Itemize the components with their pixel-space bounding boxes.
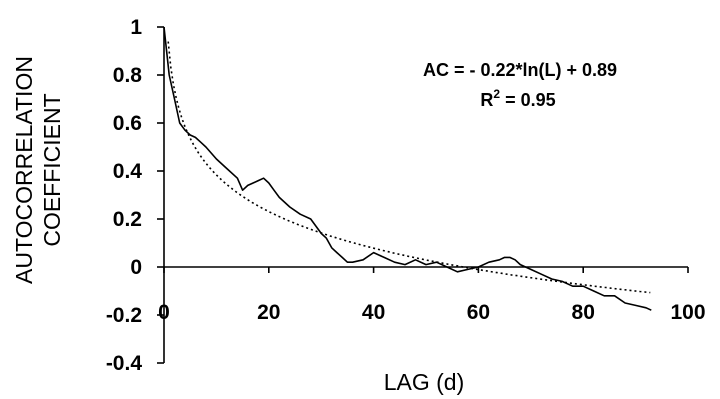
r-squared-exponent: 2	[493, 87, 500, 101]
x-tick-label: 40	[362, 301, 385, 324]
chart-marks	[163, 26, 652, 311]
fitted-trend-line	[167, 41, 651, 294]
y-tick-label: 0	[130, 256, 142, 279]
y-tick-label: 1	[130, 16, 142, 39]
y-axis-title-line2: COEFFICIENT	[39, 93, 65, 246]
x-tick-label: 100	[670, 301, 705, 324]
y-tick-label: 0.2	[113, 208, 142, 231]
x-tick-label: 80	[572, 301, 595, 324]
y-tick-label: 0.6	[113, 112, 142, 135]
x-axis-title: LAG (d)	[384, 369, 465, 395]
y-tick-label: -0.4	[106, 352, 143, 375]
r-squared-annotation: R2 = 0.95	[480, 87, 555, 110]
y-tick-label: -0.2	[106, 304, 142, 327]
r-squared-label: R	[480, 90, 493, 110]
x-tick-label: 0	[158, 301, 170, 324]
x-tick-label: 20	[257, 301, 280, 324]
y-tick-label: 0.8	[113, 64, 143, 87]
y-axis-title-line1: AUTOCORRELATION	[11, 56, 37, 284]
x-tick-label: 60	[467, 301, 490, 324]
observed-series-line	[163, 26, 652, 311]
y-tick-label: 0.4	[113, 160, 143, 183]
r-squared-value: = 0.95	[500, 90, 556, 110]
equation-annotation: AC = - 0.22*ln(L) + 0.89	[423, 60, 617, 80]
chart-labels: LAG (d) AUTOCORRELATION COEFFICIENT AC =…	[11, 56, 617, 395]
axes: 1 0.8 0.6 0.4 0.2 0 -0.2 -0.4 0 20 40 60 80 100	[106, 16, 706, 375]
